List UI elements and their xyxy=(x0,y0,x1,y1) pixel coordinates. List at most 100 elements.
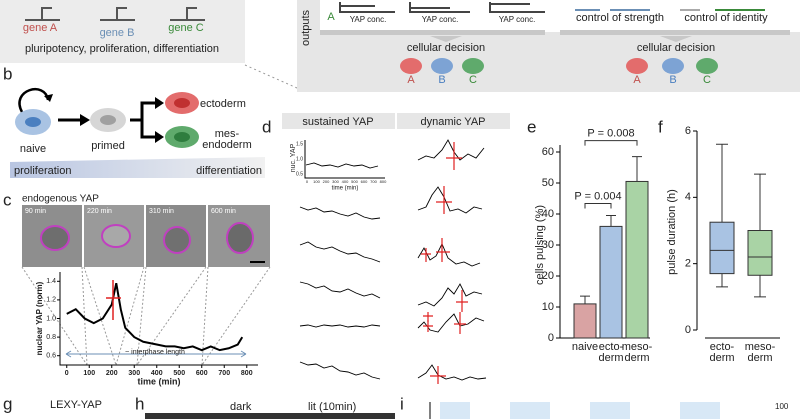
x-tick-label: meso- derm xyxy=(621,341,653,364)
image-strip xyxy=(145,413,395,419)
inset-ytick: 0.5 xyxy=(296,171,303,177)
panel-letter: h xyxy=(135,394,144,413)
arrow-head xyxy=(155,97,164,143)
promoters xyxy=(25,7,205,21)
branch xyxy=(130,101,155,139)
inset-axes xyxy=(304,140,385,179)
down-arrows xyxy=(320,30,790,42)
cell-label: naive xyxy=(20,143,46,155)
gene-label: gene C xyxy=(168,22,204,34)
header-bg xyxy=(282,113,395,129)
p-value: P = 0.004 xyxy=(574,190,621,202)
inset-xlabel: time (min) xyxy=(332,186,359,192)
cell-label: A xyxy=(633,74,641,86)
cell-label: B xyxy=(669,74,676,86)
x-tick-label: naive xyxy=(571,341,599,353)
panel-letter: f xyxy=(658,117,663,136)
x-tick-label: 0 xyxy=(65,370,69,377)
nucleus xyxy=(174,98,190,108)
annotation: ~ interphase length xyxy=(125,349,185,356)
nucleus xyxy=(25,117,41,127)
panel-title: endogenous YAP xyxy=(22,194,99,205)
x-tick-label: ecto- derm xyxy=(709,341,735,364)
inset-xtick: 800 xyxy=(380,179,387,184)
panel-letter: i xyxy=(400,394,404,413)
box xyxy=(709,221,735,275)
cell-label: mes- endoderm xyxy=(202,128,252,151)
y-tick-label: 40 xyxy=(542,208,554,220)
y-tick-label: 0 xyxy=(548,332,554,344)
x-tick-label: 100 xyxy=(83,370,95,377)
axis-label: YAP conc. xyxy=(350,15,387,24)
p-value: P = 0.008 xyxy=(587,128,634,140)
condition-label: dark xyxy=(230,401,252,413)
header: sustained YAP xyxy=(302,116,373,128)
outputs-label: outputs xyxy=(300,9,312,46)
header: dynamic YAP xyxy=(420,116,485,128)
panel-letter: b xyxy=(3,64,12,83)
line xyxy=(66,282,244,352)
gene-label: gene B xyxy=(100,27,135,39)
x-tick-label: 600 xyxy=(196,370,208,377)
y-tick-label: 6 xyxy=(685,125,691,137)
cell-label: ectoderm xyxy=(200,98,246,110)
gene-label: gene A xyxy=(23,22,58,34)
outputs-inner xyxy=(320,0,800,32)
x-tick-label: 300 xyxy=(128,370,140,377)
mini-axes xyxy=(339,2,765,13)
interphase-arrow xyxy=(65,350,247,358)
bar xyxy=(625,180,649,339)
panel-i-blocks xyxy=(440,402,720,419)
x-tick-label: ecto- derm xyxy=(598,341,624,364)
cell-label: C xyxy=(703,74,711,86)
frame-label: 310 min xyxy=(149,208,174,215)
axis-label: YAP conc. xyxy=(422,15,459,24)
nucleus xyxy=(100,115,116,125)
error-bar xyxy=(580,295,590,304)
y-tick-label: 0 xyxy=(685,324,691,336)
bar-label: proliferation xyxy=(14,165,71,177)
inset-xtick: 700 xyxy=(370,179,377,184)
header-bg xyxy=(397,113,510,129)
decision-label: cellular decision xyxy=(407,42,485,54)
panel-letter: e xyxy=(527,117,536,136)
traces xyxy=(299,139,487,381)
inset-xtick: 300 xyxy=(332,179,339,184)
panel-letter: g xyxy=(3,394,12,413)
panel-letter: d xyxy=(262,117,271,136)
x-axis-label: time (min) xyxy=(137,376,180,386)
x-tick-label: 500 xyxy=(173,370,185,377)
small-cells xyxy=(400,58,718,74)
error-bar xyxy=(606,215,616,227)
inset-xtick: 400 xyxy=(342,179,349,184)
cell-label: B xyxy=(438,74,445,86)
y-tick-label: 1.4 xyxy=(46,278,56,285)
y-tick-label: 1.0 xyxy=(46,315,56,322)
inset-ylabel: nuc. YAP xyxy=(290,143,297,172)
bracket xyxy=(584,203,612,209)
x-tick-label: 200 xyxy=(106,370,118,377)
x-tick-label: meso- derm xyxy=(744,341,776,364)
arrow-head xyxy=(80,114,90,126)
cell-label: primed xyxy=(91,140,125,152)
y-axis-label: nuclear YAP (norm) xyxy=(35,281,44,355)
caption: pluripotency, proliferation, differentia… xyxy=(25,43,219,55)
gradient-bar xyxy=(10,157,265,178)
inset-xtick: 600 xyxy=(361,179,368,184)
frames xyxy=(22,205,270,267)
peak-marker xyxy=(106,280,121,320)
condition-label: lit (10min) xyxy=(308,401,356,413)
x-tick-label: 800 xyxy=(241,370,253,377)
inset-xtick: 0 xyxy=(306,179,309,184)
bar xyxy=(599,225,623,339)
y-tick-label: 4 xyxy=(685,191,691,203)
bar-label: differentiation xyxy=(196,165,262,177)
inset-ytick: 1.0 xyxy=(296,156,303,162)
x-tick-label: 400 xyxy=(151,370,163,377)
cell-label: A xyxy=(407,74,415,86)
control-label: control of identity xyxy=(684,12,768,24)
y-tick-label: 0.6 xyxy=(46,353,56,360)
self-renewal-arrow xyxy=(18,88,50,113)
